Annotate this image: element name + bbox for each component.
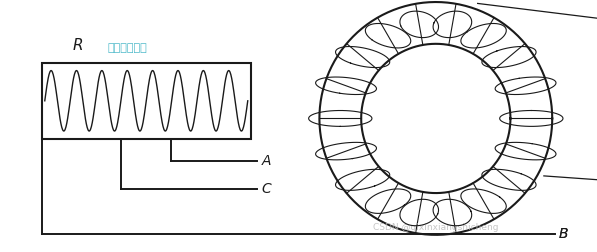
Text: B: B bbox=[558, 227, 568, 241]
Text: A: A bbox=[261, 154, 271, 168]
Text: CSDN @qixinxiangshicheng: CSDN @qixinxiangshicheng bbox=[373, 223, 498, 232]
Text: B: B bbox=[558, 227, 568, 241]
Text: R: R bbox=[72, 38, 83, 53]
Text: 直线型电位器: 直线型电位器 bbox=[107, 43, 147, 53]
Text: C: C bbox=[261, 182, 271, 196]
Bar bbox=[42, 63, 251, 139]
